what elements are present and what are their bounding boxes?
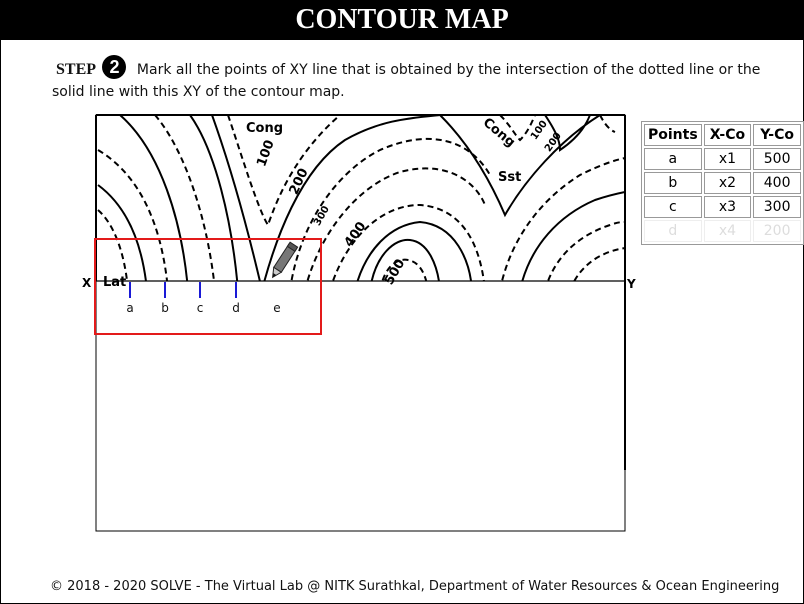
- table-cell: d: [644, 220, 702, 242]
- x-axis-label: X: [82, 276, 92, 290]
- table-row: d x4 200: [644, 220, 801, 242]
- mark-label-b: b: [161, 301, 169, 315]
- table-row: b x2 400: [644, 172, 801, 194]
- table-cell: x2: [703, 172, 752, 194]
- contour-line: [521, 191, 625, 281]
- label-contour-100-left: 100: [254, 138, 277, 169]
- contour-line: [573, 247, 625, 281]
- mark-label-c: c: [197, 301, 204, 315]
- table-cell: x1: [703, 148, 752, 170]
- table-header: Points: [644, 124, 702, 146]
- contour-line: [119, 115, 189, 281]
- step-instruction: STEP 2 Mark all the points of XY line th…: [52, 55, 772, 103]
- point-markers: [129, 282, 237, 298]
- contour-line: [189, 115, 239, 281]
- table-row: c x3 300: [644, 196, 801, 218]
- step-number-badge: 2: [102, 55, 127, 79]
- contour-line: [599, 115, 616, 133]
- contour-line: [97, 184, 147, 281]
- label-contour-300: 300: [312, 204, 332, 228]
- table-cell: x4: [703, 220, 752, 242]
- step-text: Mark all the points of XY line that is o…: [52, 62, 761, 100]
- contour-line: [439, 115, 601, 218]
- table-cell: 500: [753, 148, 801, 170]
- contour-line: [370, 238, 440, 281]
- contour-line: [356, 220, 473, 281]
- table-header-row: Points X-Co Y-Co: [644, 124, 801, 146]
- table-header: Y-Co: [753, 124, 801, 146]
- label-cong-right: Cong: [480, 115, 518, 150]
- mark-label-d: d: [232, 301, 240, 315]
- contour-line: [332, 203, 485, 281]
- label-cong-left: Cong: [246, 121, 283, 136]
- table-row: a x1 500: [644, 148, 801, 170]
- footer-credit: © 2018 - 2020 SOLVE - The Virtual Lab @ …: [50, 579, 780, 594]
- contour-line: [97, 149, 168, 281]
- label-lat: Lat: [103, 275, 126, 290]
- mark-label-a: a: [126, 301, 133, 315]
- highlight-box: [94, 238, 322, 335]
- contour-line: [381, 258, 428, 281]
- table-cell: 300: [753, 196, 801, 218]
- label-sst: Sst: [498, 170, 521, 185]
- table-cell: 400: [753, 172, 801, 194]
- table-cell: x3: [703, 196, 752, 218]
- label-contour-400: 400: [342, 219, 370, 250]
- y-axis-label: Y: [626, 277, 636, 291]
- contour-line: [499, 115, 536, 142]
- contour-line: [227, 115, 341, 228]
- profile-area: [97, 282, 624, 530]
- contour-line: [290, 137, 491, 281]
- mark-label-e: e: [273, 301, 280, 315]
- table-cell: c: [644, 196, 702, 218]
- contour-line: [211, 115, 441, 281]
- table-cell: b: [644, 172, 702, 194]
- label-contour-200-left: 200: [287, 166, 312, 197]
- points-table: Points X-Co Y-Co a x1 500 b x2 400 c x3 …: [641, 121, 804, 245]
- table-cell: 200: [753, 220, 801, 242]
- contour-line: [546, 221, 625, 281]
- contour-lines: [97, 115, 625, 281]
- contour-line: [306, 167, 486, 281]
- page-title: CONTOUR MAP: [1, 1, 803, 40]
- contour-line: [154, 115, 215, 281]
- pencil-icon[interactable]: [269, 241, 299, 280]
- table-cell: a: [644, 148, 702, 170]
- table-header: X-Co: [703, 124, 752, 146]
- step-label: STEP: [56, 61, 97, 78]
- contour-line: [544, 115, 591, 152]
